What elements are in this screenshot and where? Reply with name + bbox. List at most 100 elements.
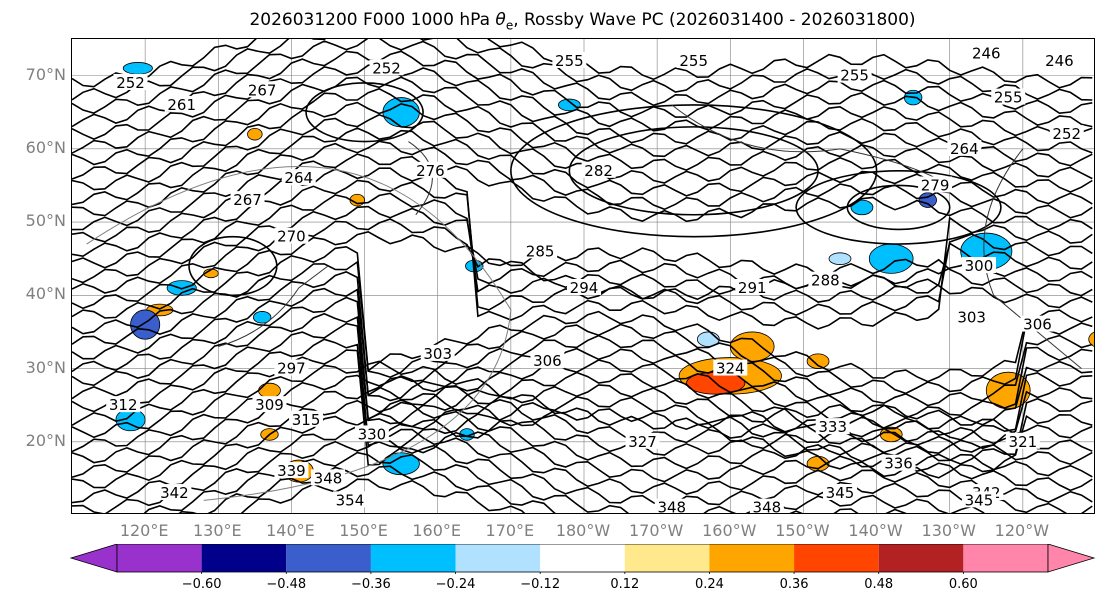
colorbar-extend-min: [69, 544, 118, 573]
pc-shading-blob: [729, 331, 775, 362]
contour-label-bg: [837, 66, 872, 83]
contour-label-bg: [530, 352, 565, 369]
contour-label: 255: [994, 89, 1023, 107]
contour-label: 309: [255, 396, 284, 414]
contour-label: 327: [628, 433, 657, 451]
contour-label-bg: [1005, 432, 1040, 449]
contour-label: 294: [570, 279, 599, 297]
contour-labels: 252 261 267 252 255 255 255 246 246 255 252 264 267 2…: [106, 44, 1084, 514]
contour-label-bg: [567, 278, 601, 295]
colorbar-segment: [286, 544, 371, 572]
longitude-label: 160°E: [412, 521, 462, 540]
colorbar-tick-label: 0.60: [948, 577, 978, 592]
colorbar-tick-label: −0.60: [181, 577, 222, 592]
contour-label-bg: [961, 491, 996, 508]
theta-e-contour: [72, 179, 1093, 316]
contour-label-bg: [420, 344, 455, 361]
contour-label: 303: [957, 308, 986, 326]
latitude-label: 40°N: [25, 284, 66, 304]
contour-label-bg: [713, 359, 748, 376]
theta-e-contour: [143, 451, 985, 513]
contour-label-bg: [274, 359, 309, 376]
colorbar-segment: [117, 544, 202, 572]
contour-label: 297: [277, 360, 306, 378]
title-suffix: , Rossby Wave PC (2026031400 - 202603180…: [513, 10, 916, 30]
longitude-label: 130°E: [192, 521, 242, 540]
pc-shading-blob: [918, 192, 937, 208]
theta-e-contour: [72, 76, 1093, 154]
contour-label-bg: [369, 59, 404, 76]
contour-label-bg: [991, 88, 1026, 105]
contour-label-bg: [311, 469, 345, 486]
title-prefix: 2026031200 F000 1000 hPa: [249, 10, 496, 30]
contour-label-bg: [1020, 315, 1055, 332]
pc-shading-blob: [850, 199, 874, 216]
contour-label: 255: [840, 67, 869, 85]
contour-label-bg: [281, 169, 316, 186]
theta-e-contour: [72, 322, 1093, 455]
longitude-label: 140°W: [848, 521, 903, 540]
pc-shading-blob: [247, 127, 263, 141]
longitude-label: 130°W: [921, 521, 976, 540]
pc-shading-blob: [252, 311, 272, 324]
theta-e-contour: [72, 87, 1093, 167]
longitude-label: 160°W: [702, 521, 757, 540]
theta-e-contour: [72, 218, 1093, 297]
contour-label-bg: [954, 308, 989, 325]
contour-label: 264: [284, 169, 313, 187]
longitude-label: 170°W: [628, 521, 684, 540]
contour-label-bg: [1042, 51, 1077, 68]
theta-e-contour: [72, 245, 1093, 383]
colorbar-tick-label: 0.48: [864, 577, 894, 592]
theta-e-contour: [240, 478, 526, 513]
contour-label: 303: [423, 345, 452, 363]
contour-label: 354: [336, 491, 365, 509]
contour-label: 300: [965, 257, 994, 275]
theta-e-contour: [72, 287, 1093, 419]
contour-label: 264: [950, 140, 979, 158]
colorbar-tick-label: −0.48: [266, 577, 307, 592]
colorbar-tick-label: 0.36: [779, 577, 809, 592]
contour-label: 345: [965, 491, 994, 509]
theta-e-contour: [72, 399, 1093, 478]
contour-label: 342: [160, 484, 189, 502]
theta-e-contour: [72, 39, 1093, 115]
pc-shading-blob: [557, 98, 581, 112]
contour-label: 348: [657, 499, 686, 514]
theta-e-contour: [72, 386, 1093, 466]
latitude-label: 50°N: [25, 211, 66, 231]
theta-e-contour: [72, 271, 1093, 407]
contour-label-bg: [881, 454, 916, 471]
colorbar: [69, 544, 1096, 574]
contour-label-bg: [961, 257, 996, 274]
longitude-label: 120°W: [994, 521, 1050, 540]
theta-e-contour: [72, 192, 1093, 303]
contour-label-bg: [581, 161, 616, 178]
contour-label: 306: [533, 352, 562, 370]
longitude-label: 150°E: [339, 521, 388, 540]
colorbar-segment: [370, 544, 456, 572]
longitude-label: 150°W: [775, 521, 830, 540]
latitude-label: 20°N: [25, 430, 66, 450]
pc-shading-blob: [1088, 331, 1094, 347]
theta-e-contour: [72, 338, 1093, 466]
map-canvas: 252 261 267 252 255 255 255 246 246 255 252 264 267 2…: [72, 39, 1094, 514]
contour-label: 348: [753, 499, 782, 514]
map-panel[interactable]: 252 261 267 252 255 255 255 246 246 255 252 264 267 2…: [71, 38, 1095, 514]
theta-e-closed-contour: [846, 184, 951, 231]
pc-shading-blob: [806, 353, 830, 369]
contour-label: 252: [372, 59, 401, 77]
contour-label: 315: [292, 411, 321, 429]
contour-label-bg: [523, 242, 558, 259]
map-title: 2026031200 F000 1000 hPa θe, Rossby Wave…: [0, 10, 1105, 32]
longitude-label: 170°E: [485, 521, 535, 540]
pc-shading-blob: [868, 243, 914, 274]
contour-label-bg: [245, 81, 280, 98]
pc-shading-blob: [122, 62, 153, 75]
contour-label-bg: [252, 396, 287, 413]
contour-label-bg: [354, 425, 389, 442]
contour-label: 246: [972, 45, 1001, 63]
contour-label-bg: [106, 396, 141, 413]
contour-label: 312: [109, 396, 138, 414]
colorbar-extend-max: [1047, 544, 1096, 573]
